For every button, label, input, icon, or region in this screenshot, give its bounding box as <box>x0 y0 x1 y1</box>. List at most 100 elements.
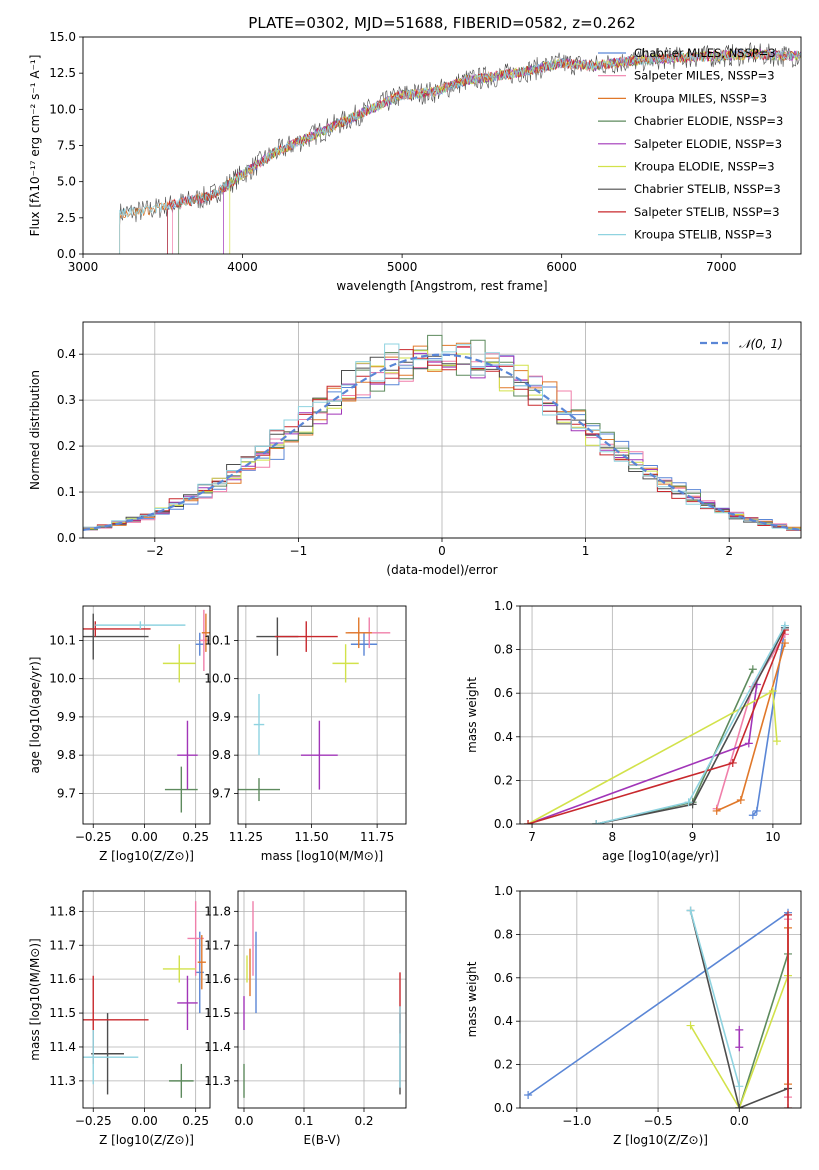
legend-label: Kroupa MILES, NSSP=3 <box>634 91 767 105</box>
y-tick-label: 0.2 <box>57 439 76 453</box>
y-tick-label: 0.0 <box>57 247 76 261</box>
y-tick-label: 9.7 <box>57 786 76 800</box>
y-tick-label: 15.0 <box>49 30 76 44</box>
legend-label: Salpeter ELODIE, NSSP=3 <box>634 137 782 151</box>
y-tick-label: 11.6 <box>49 972 76 986</box>
y-tick-label: 9.9 <box>57 710 76 724</box>
data-point <box>735 1043 744 1052</box>
x-tick-label: 11.75 <box>360 830 394 844</box>
y-axis-label: age [log10(age/yr)] <box>28 657 42 774</box>
data-point <box>748 811 757 820</box>
x-axis-label: Z [log10(Z/Z⊙)] <box>99 849 194 863</box>
x-tick-label: −1 <box>290 544 308 558</box>
y-tick-label: 9.7 <box>212 786 231 800</box>
figure-title: PLATE=0302, MJD=51688, FIBERID=0582, z=0… <box>248 14 635 32</box>
plot-area <box>524 621 789 824</box>
plot-frame <box>82 890 211 1109</box>
x-tick-label: 0.0 <box>234 1114 253 1128</box>
data-point <box>735 1082 744 1091</box>
data-point <box>784 910 793 919</box>
y-tick-label: 11.5 <box>204 1006 231 1020</box>
plot-area <box>243 901 401 1098</box>
series-line-7 <box>527 629 786 824</box>
spectrum-line-8 <box>119 49 801 254</box>
x-tick-label: 6000 <box>546 260 577 274</box>
x-axis-label: E(B-V) <box>303 1133 340 1147</box>
data-point <box>728 758 737 767</box>
x-tick-label: 0.2 <box>354 1114 373 1128</box>
mass-vs-metallicity-chart: −0.25 0.00 0.25 11.3 11.4 11.5 11.6 11.7 11.8 Z [… <box>28 890 211 1147</box>
y-tick-label: 0.1 <box>57 485 76 499</box>
legend-label: Salpeter STELIB, NSSP=3 <box>634 205 780 219</box>
legend-label: Chabrier STELIB, NSSP=3 <box>634 182 781 196</box>
data-point <box>735 1025 744 1034</box>
x-axis-label: Z [log10(Z/Z⊙)] <box>613 1133 708 1147</box>
x-tick-label: 8 <box>609 830 617 844</box>
y-tick-label: 0.6 <box>494 686 513 700</box>
plot-area <box>83 901 206 1098</box>
y-tick-label: 11.8 <box>204 904 231 918</box>
y-tick-label: 11.7 <box>49 938 76 952</box>
data-point <box>735 1104 744 1108</box>
x-tick-label: 7 <box>528 830 536 844</box>
plot-frame <box>237 605 407 825</box>
y-tick-label: 11.4 <box>49 1040 76 1054</box>
plot-frame <box>237 890 407 1109</box>
age-vs-mass-chart: 11.25 11.50 11.75 9.7 9.8 9.9 10.0 10.1 mass [lo… <box>204 605 407 863</box>
data-point <box>592 820 601 824</box>
x-tick-label: 0.0 <box>730 1114 749 1128</box>
x-tick-label: 11.25 <box>229 830 263 844</box>
plot-area <box>83 609 210 813</box>
y-tick-label: 10.0 <box>49 102 76 116</box>
plot-frame <box>519 890 802 1109</box>
y-tick-label: 11.3 <box>204 1074 231 1088</box>
y-tick-label: 12.5 <box>49 66 76 80</box>
y-tick-label: 11.3 <box>49 1074 76 1088</box>
data-point <box>686 1021 695 1030</box>
legend-label: Chabrier MILES, NSSP=3 <box>634 46 776 60</box>
y-tick-label: 0.2 <box>494 773 513 787</box>
legend-label: Chabrier ELODIE, NSSP=3 <box>634 114 783 128</box>
x-axis-label: (data-model)/error <box>386 563 497 577</box>
plot-area <box>238 617 391 802</box>
plot-area <box>119 41 801 254</box>
y-tick-label: 10.1 <box>204 633 231 647</box>
histogram-7 <box>83 346 801 531</box>
x-tick-label: 0 <box>438 544 446 558</box>
y-tick-label: 10.0 <box>204 672 231 686</box>
y-tick-label: 7.5 <box>57 139 76 153</box>
series-line-8 <box>596 625 786 824</box>
age-vs-metallicity-chart: −0.25 0.00 0.25 9.7 9.8 9.9 10.0 10.1 Z [log10(Z… <box>28 605 211 863</box>
y-tick-label: 0.4 <box>57 347 76 361</box>
x-tick-label: −0.25 <box>75 1114 112 1128</box>
residuals-chart: −2 −1 0 1 2 0.0 0.1 0.2 0.3 0.4 (data-model)/error… <box>28 321 802 577</box>
y-axis-label: Flux [fλ10⁻¹⁷ erg cm⁻² s⁻¹ A⁻¹] <box>28 55 42 237</box>
y-tick-label: 11.8 <box>49 904 76 918</box>
spectrum-line-6 <box>119 41 801 254</box>
histogram-3 <box>83 334 801 531</box>
data-point <box>688 800 697 809</box>
y-tick-label: 1.0 <box>494 884 513 898</box>
y-tick-label: 1.0 <box>494 599 513 613</box>
y-tick-label: 0.8 <box>494 643 513 657</box>
normal-curve <box>83 353 801 531</box>
data-point <box>752 806 761 815</box>
spectrum-chart: 3000 4000 5000 6000 7000 0.0 2.5 5.0 7.5 10.0 12.5… <box>28 30 802 293</box>
y-tick-label: 0.0 <box>494 817 513 831</box>
legend-label: Kroupa STELIB, NSSP=3 <box>634 228 772 242</box>
plot-frame <box>82 605 211 825</box>
x-tick-label: 7000 <box>706 260 737 274</box>
x-axis-label: mass [log10(M/M⊙)] <box>261 849 383 863</box>
series-line-5 <box>527 689 778 824</box>
data-point <box>712 806 721 815</box>
data-point <box>686 906 695 915</box>
x-tick-label: 11.50 <box>294 830 328 844</box>
y-tick-label: 0.6 <box>494 971 513 985</box>
data-point <box>524 820 533 824</box>
data-point <box>736 796 745 805</box>
y-tick-label: 11.6 <box>204 972 231 986</box>
y-tick-label: 0.8 <box>494 927 513 941</box>
x-tick-label: 0.25 <box>182 830 209 844</box>
y-tick-label: 11.4 <box>204 1040 231 1054</box>
y-tick-label: 5.0 <box>57 175 76 189</box>
